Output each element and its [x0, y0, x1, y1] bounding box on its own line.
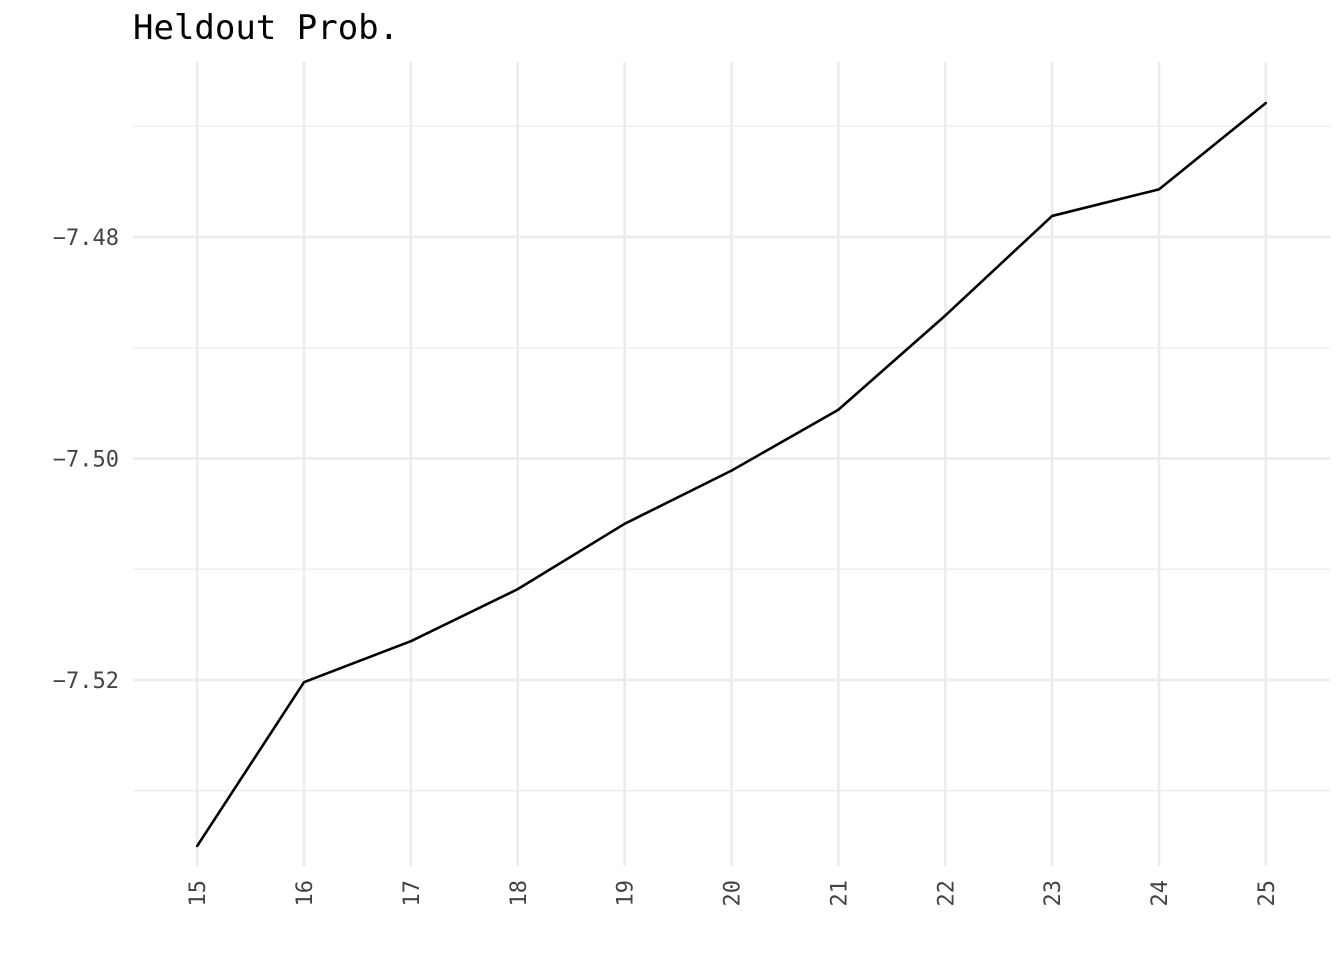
x-tick-label: 17	[400, 880, 425, 907]
data-point	[1157, 188, 1161, 191]
x-tick-label: 16	[293, 880, 318, 907]
x-tick-label: 24	[1148, 880, 1173, 907]
y-tick-label: −7.48	[53, 226, 119, 251]
x-tick-label: 23	[1041, 880, 1066, 907]
x-tick-label: 21	[827, 880, 852, 907]
x-tick-label: 25	[1255, 880, 1280, 907]
data-point	[1264, 101, 1268, 105]
data-point	[1050, 214, 1054, 218]
data-point	[730, 469, 733, 472]
x-tick-label: 22	[934, 880, 959, 907]
y-tick-label: −7.50	[53, 447, 119, 472]
x-tick-label: 15	[186, 880, 211, 907]
y-tick-label: −7.52	[53, 669, 119, 694]
y-axis: −7.48 −7.50 −7.52	[53, 226, 119, 694]
data-point	[409, 639, 413, 643]
series-layer	[195, 101, 1268, 848]
major-gridlines	[133, 62, 1330, 866]
x-axis: 15 16 17 18 19 20 21 22 23 24 25	[186, 880, 1280, 907]
chart-title: Heldout Prob.	[133, 8, 400, 48]
data-point	[944, 314, 947, 317]
data-point	[837, 408, 840, 411]
x-tick-label: 19	[614, 880, 639, 907]
x-tick-label: 18	[507, 880, 532, 907]
x-tick-label: 20	[721, 880, 746, 907]
data-point	[302, 680, 306, 684]
data-point	[195, 844, 199, 848]
data-point	[623, 522, 626, 526]
data-point	[516, 587, 519, 591]
